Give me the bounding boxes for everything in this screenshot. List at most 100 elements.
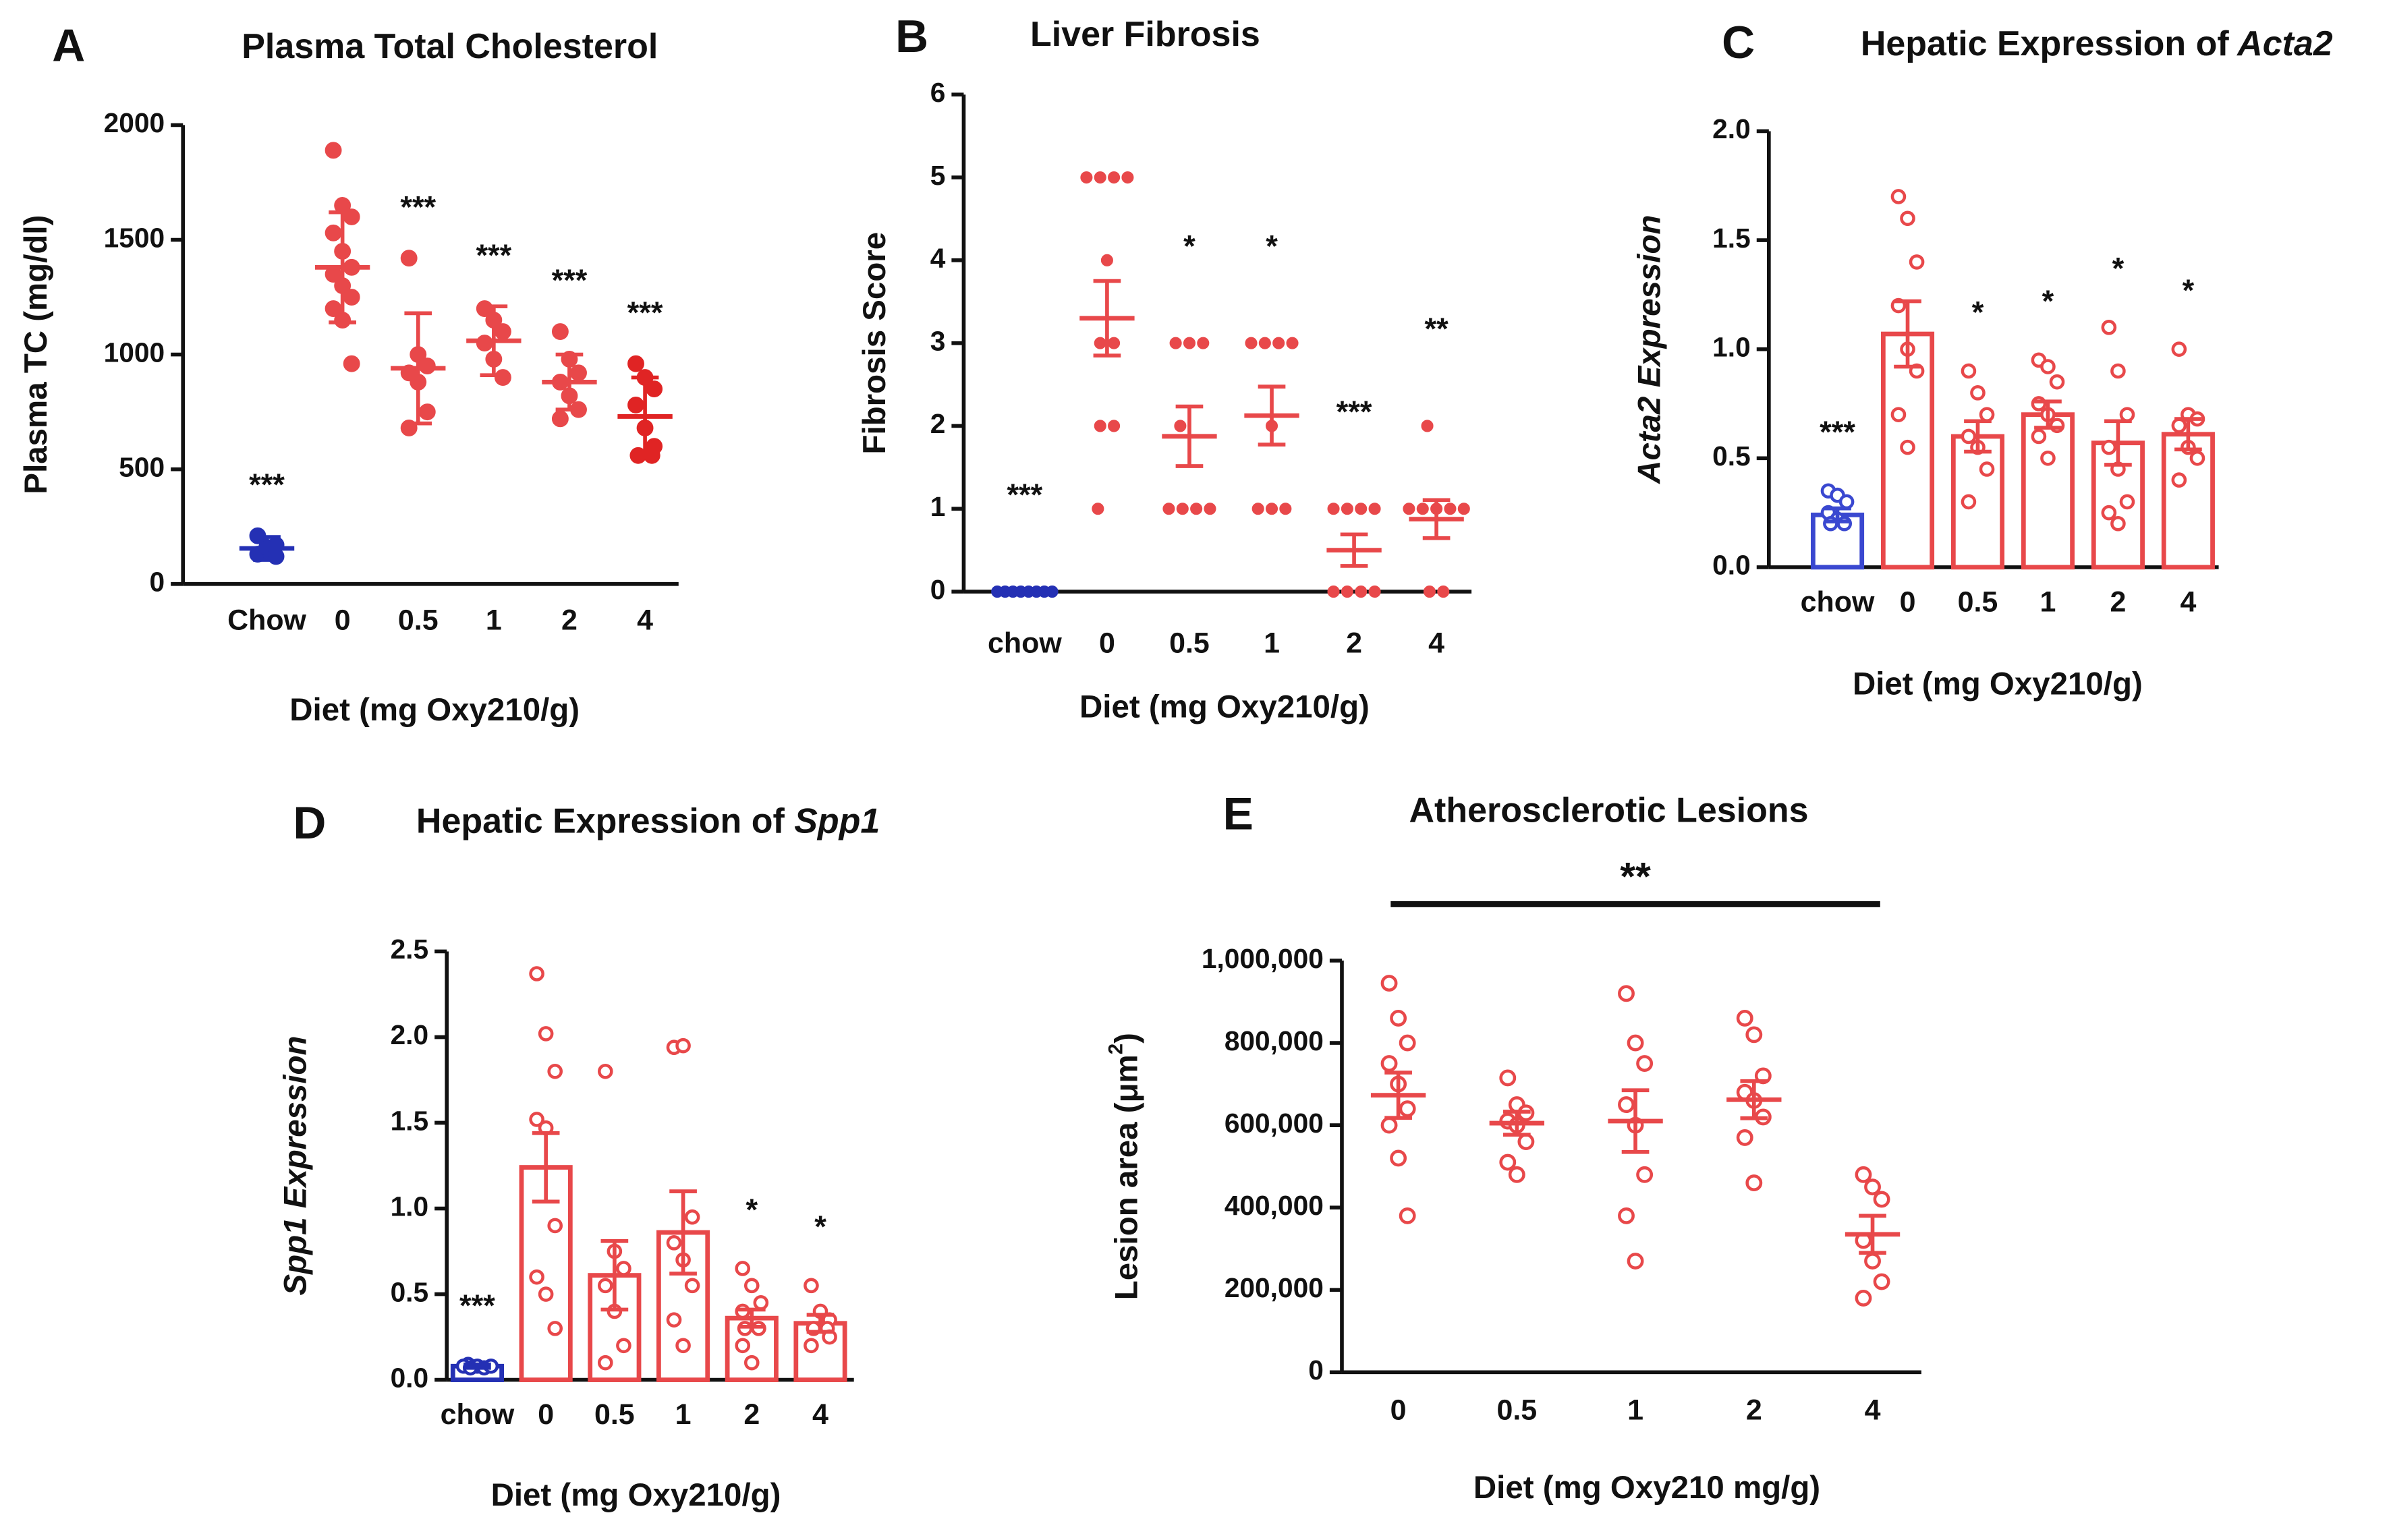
panel: A Plasma Total Cholesterol Plasma TC (mg/d…	[18, 20, 679, 728]
error-bar	[253, 535, 281, 562]
data-point	[2171, 341, 2187, 357]
data-point	[1873, 1191, 1890, 1208]
data-point	[1421, 420, 1434, 432]
y-tick-label: 500	[119, 451, 165, 482]
data-point	[1745, 1174, 1763, 1191]
data-point	[1355, 503, 1368, 515]
x-tick-label: 4	[1428, 627, 1444, 660]
x-tick-label: 1	[1264, 627, 1280, 660]
data-point	[2110, 515, 2126, 532]
data-point	[2101, 439, 2117, 455]
data-point	[343, 355, 360, 372]
data-point	[675, 1338, 691, 1354]
data-point	[1618, 1096, 1635, 1114]
y-tick-label: 0	[149, 567, 165, 598]
error-bar	[1824, 506, 1851, 523]
data-point	[1108, 171, 1121, 184]
error-bar	[669, 1189, 697, 1276]
x-tick-label: 1	[675, 1398, 692, 1431]
error-bar	[1175, 404, 1204, 468]
chart-title: Hepatic Expression of Acta2	[1861, 24, 2333, 63]
y-tick-label: 800,000	[1225, 1025, 1324, 1056]
data-point	[1864, 1178, 1881, 1196]
error-bar	[1422, 498, 1451, 540]
data-point	[1900, 210, 1915, 227]
data-point	[598, 1278, 613, 1294]
data-point	[743, 1278, 760, 1294]
data-point	[1499, 1069, 1517, 1087]
y-tick-label: 600,000	[1225, 1108, 1324, 1139]
x-tick-label: 0.5	[1169, 627, 1210, 660]
y-tick-label: 6	[930, 77, 946, 108]
data-point	[1399, 1207, 1416, 1224]
data-point	[1423, 586, 1436, 598]
data-point	[1855, 1166, 1872, 1183]
x-tick-label: chow	[1801, 586, 1875, 618]
data-point	[529, 966, 544, 981]
data-point	[1399, 1100, 1416, 1118]
x-tick-label: 0.5	[398, 604, 439, 637]
error-bar	[1740, 1079, 1768, 1120]
title-part: Acta2	[2229, 24, 2333, 63]
y-tick-label: 400,000	[1225, 1190, 1324, 1221]
data-point	[1176, 503, 1189, 515]
data-point	[343, 289, 360, 306]
error-bar	[1384, 1071, 1412, 1120]
data-point	[2110, 363, 2126, 379]
error-bar	[631, 375, 659, 458]
data-point	[743, 1354, 760, 1371]
data-point	[1457, 503, 1470, 515]
significance: *	[814, 1209, 826, 1244]
x-tick-label: 2	[2110, 586, 2126, 618]
data-point	[1279, 503, 1292, 515]
y-tick-label: 1.0	[1712, 331, 1751, 362]
data-point	[1272, 337, 1285, 349]
data-point	[2040, 450, 2056, 466]
y-tick-label: 5	[930, 160, 946, 191]
y-axis-label: Lesion area (μm2)	[1105, 1033, 1144, 1300]
y-tick-label: 2.5	[391, 934, 429, 965]
data-point	[1094, 420, 1106, 432]
data-point	[538, 1286, 554, 1302]
error-bar	[532, 1131, 560, 1204]
x-axis-label: Diet (mg Oxy210 mg/g)	[1473, 1470, 1820, 1506]
error-bar	[2034, 399, 2062, 430]
x-axis-label: Diet (mg Oxy210/g)	[289, 692, 580, 728]
data-point	[1403, 503, 1415, 515]
title-part: Hepatic Expression of	[416, 801, 785, 840]
error-bar	[329, 210, 356, 324]
data-point	[1900, 439, 1915, 455]
data-point	[1341, 586, 1353, 598]
data-point	[529, 1112, 544, 1127]
x-tick-label: 0	[1900, 586, 1916, 618]
chart-title: Hepatic Expression of Spp1	[416, 801, 880, 840]
error-bar	[404, 311, 432, 426]
data-point	[627, 355, 644, 372]
data-point	[418, 358, 436, 375]
significance: **	[1620, 855, 1651, 899]
chart-title: Plasma Total Cholesterol	[242, 27, 658, 66]
data-point	[1251, 503, 1264, 515]
data-point	[1341, 503, 1353, 515]
error-bar	[1502, 1110, 1531, 1137]
x-tick-label: 4	[1865, 1394, 1881, 1426]
x-axis-label: Diet (mg Oxy210/g)	[1853, 666, 2143, 702]
data-point	[684, 1209, 700, 1225]
title-part: Spp1	[785, 801, 880, 840]
data-point	[804, 1278, 819, 1294]
data-point	[325, 142, 342, 159]
data-point	[1979, 407, 1995, 422]
chart-title: Atherosclerotic Lesions	[1409, 791, 1808, 830]
y-tick-label: 0.5	[1712, 440, 1751, 472]
data-point	[494, 323, 511, 341]
data-point	[1636, 1166, 1654, 1183]
data-point	[1390, 1149, 1407, 1167]
y-tick-label: 4	[930, 243, 946, 274]
y-tick-label: 0	[930, 574, 946, 605]
data-point	[325, 224, 342, 241]
y-tick-label: 0.5	[391, 1276, 429, 1307]
data-point	[494, 369, 511, 387]
data-point	[804, 1338, 819, 1354]
data-point	[570, 364, 587, 382]
